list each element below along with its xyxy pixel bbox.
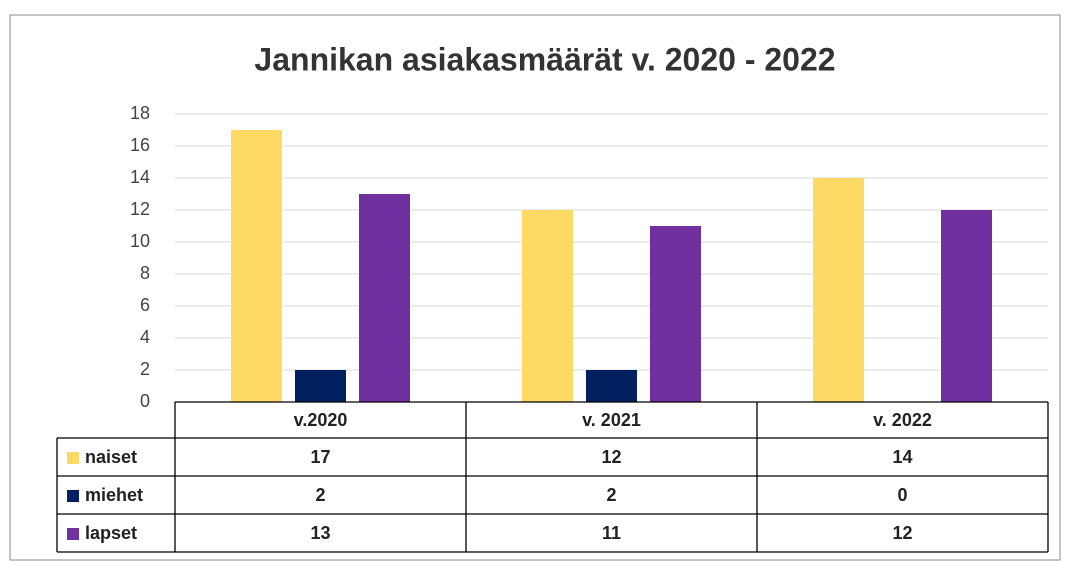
bar	[295, 370, 346, 402]
bar	[231, 130, 282, 402]
legend-label: miehet	[85, 485, 143, 505]
bar	[650, 226, 701, 402]
y-tick-label: 2	[140, 359, 150, 379]
table-value: 13	[310, 523, 330, 543]
x-tick-label: v.2020	[294, 410, 348, 430]
x-tick-label: v. 2022	[873, 410, 932, 430]
bar	[359, 194, 410, 402]
table-value: 12	[601, 447, 621, 467]
y-tick-label: 0	[140, 391, 150, 411]
table-value: 0	[897, 485, 907, 505]
bar	[813, 178, 864, 402]
y-tick-label: 14	[130, 167, 150, 187]
legend-swatch	[67, 452, 79, 464]
legend-swatch	[67, 528, 79, 540]
chart-title: Jannikan asiakasmäärät v. 2020 - 2022	[254, 41, 835, 77]
y-tick-label: 4	[140, 327, 150, 347]
table-value: 11	[602, 523, 621, 543]
table-value: 14	[892, 447, 912, 467]
table-value: 12	[892, 523, 912, 543]
y-tick-label: 6	[140, 295, 150, 315]
legend-swatch	[67, 490, 79, 502]
y-tick-label: 10	[130, 231, 150, 251]
y-tick-label: 16	[130, 135, 150, 155]
y-tick-label: 12	[130, 199, 150, 219]
x-tick-label: v. 2021	[582, 410, 641, 430]
y-tick-label: 18	[130, 103, 150, 123]
legend-label: naiset	[85, 447, 137, 467]
bar	[586, 370, 637, 402]
legend-label: lapset	[85, 523, 137, 543]
table-value: 2	[315, 485, 325, 505]
bar	[522, 210, 573, 402]
bar	[941, 210, 992, 402]
y-tick-label: 8	[140, 263, 150, 283]
table-value: 17	[310, 447, 330, 467]
table-value: 2	[606, 485, 616, 505]
